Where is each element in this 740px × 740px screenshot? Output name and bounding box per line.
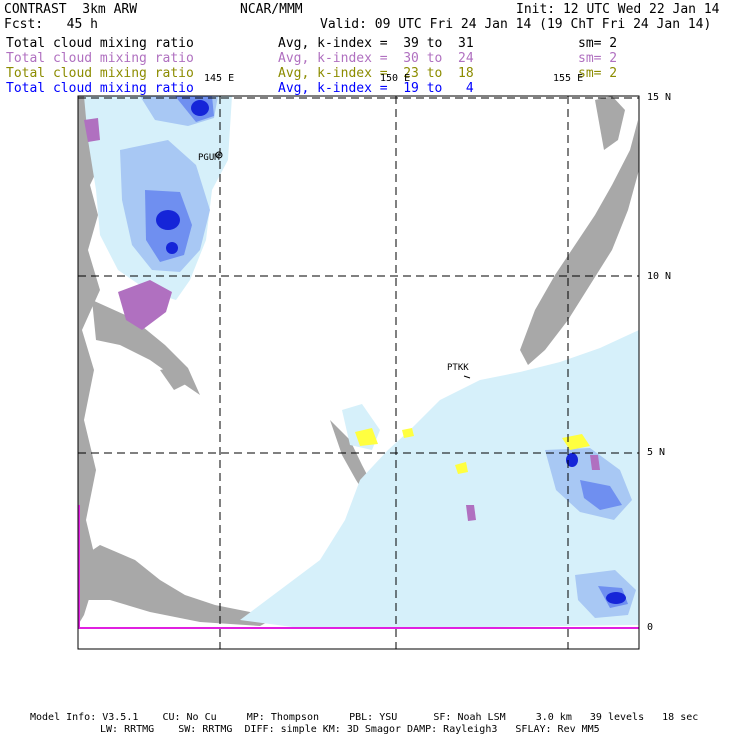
cloud-purple <box>84 118 600 521</box>
core-north-2 <box>166 242 178 254</box>
cloud-mid-se <box>545 448 632 520</box>
cloud-blue-north <box>145 190 192 262</box>
cloud-blue-se <box>580 480 622 510</box>
center-label: NCAR/MMM <box>240 2 303 17</box>
cloud-mid-north <box>120 140 210 272</box>
yellow-east <box>562 434 590 450</box>
land-south-patch <box>395 540 425 556</box>
station-ptkk-label: PTKK <box>447 363 469 373</box>
lat-label-5n: 5 N <box>647 447 666 458</box>
cloud-mid-sse <box>575 570 636 618</box>
lat-label-15n: 15 N <box>647 92 672 103</box>
cloud-dark <box>156 100 626 604</box>
land-east-patch <box>540 410 585 452</box>
lat-label-0: 0 <box>647 622 654 633</box>
purple-south <box>466 505 476 521</box>
field-sm-3: sm= 2 <box>578 66 618 81</box>
land-center-chain <box>330 420 385 510</box>
cloud-mid <box>120 96 636 618</box>
purple-west <box>118 280 172 330</box>
purple-east <box>590 455 600 470</box>
map-content <box>78 96 639 649</box>
land-philippines <box>92 300 200 395</box>
lon-label-150e: 150 E <box>380 73 411 84</box>
land-sulawesi <box>78 545 275 626</box>
core-sse <box>606 592 626 604</box>
model-info-line-1: Model Info: V3.5.1 CU: No Cu MP: Thompso… <box>30 712 699 723</box>
cloud-light <box>84 96 639 628</box>
field-sm-1: sm= 2 <box>578 36 618 51</box>
ocean <box>78 96 639 649</box>
field-range-2: Avg, k-index = 30 to 24 <box>278 51 474 66</box>
field-name-2: Total cloud mixing ratio <box>6 51 194 66</box>
field-name-4: Total cloud mixing ratio <box>6 81 194 96</box>
station-ptkk-marker <box>463 375 471 379</box>
field-range-4: Avg, k-index = 19 to 4 <box>278 81 474 96</box>
cloud-light-north <box>84 96 232 300</box>
model-title: CONTRAST 3km ARW <box>4 2 138 17</box>
land-areas <box>78 96 639 626</box>
field-range-3: Avg, k-index = 23 to 18 <box>278 66 474 81</box>
cloud-blue-top <box>175 96 214 122</box>
lon-label-155e: 155 E <box>553 73 584 84</box>
graticule <box>78 96 639 649</box>
forecast-hour: Fcst: 45 h <box>4 17 98 32</box>
valid-time: Valid: 09 UTC Fri 24 Jan 14 (19 ChT Fri … <box>320 17 712 32</box>
map-frame <box>77 95 640 650</box>
land-left-mid <box>160 365 190 390</box>
land-ne-ridge <box>595 96 625 150</box>
station-pgum-label: PGUM <box>198 153 220 163</box>
field-range-1: Avg, k-index = 39 to 31 <box>278 36 474 51</box>
cloud-light-strip <box>342 404 380 450</box>
cloud-blue-sse <box>598 586 628 608</box>
init-time: Init: 12 UTC Wed 22 Jan 14 <box>516 2 720 17</box>
field-name-1: Total cloud mixing ratio <box>6 36 194 51</box>
land-west-strip <box>78 96 102 625</box>
core-se <box>566 453 578 467</box>
core-north-1 <box>156 210 180 230</box>
cloud-blue <box>145 96 628 608</box>
cloud-yellow <box>355 428 590 474</box>
model-info-line-2: LW: RRTMG SW: RRTMG DIFF: simple KM: 3D … <box>100 724 600 735</box>
purple-nw <box>84 118 100 142</box>
cloud-light-south <box>240 330 639 628</box>
lon-label-145e: 145 E <box>204 73 235 84</box>
yellow-south <box>455 462 468 474</box>
yellow-center <box>355 428 378 446</box>
yellow-sw <box>402 428 414 438</box>
land-carolines-ridge <box>520 120 639 365</box>
core-top <box>191 100 209 116</box>
field-name-3: Total cloud mixing ratio <box>6 66 194 81</box>
cloud-mid-top <box>140 96 218 126</box>
field-sm-2: sm= 2 <box>578 51 618 66</box>
lat-label-10n: 10 N <box>647 271 672 282</box>
